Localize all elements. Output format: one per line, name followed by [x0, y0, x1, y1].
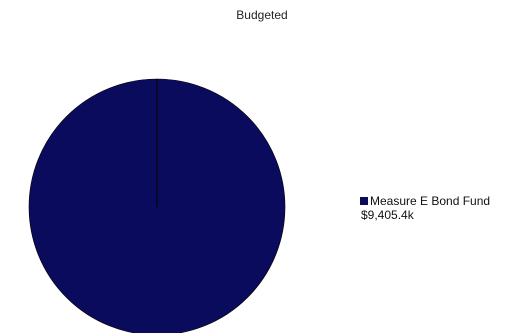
legend-label: Measure E Bond Fund [370, 194, 491, 208]
legend: Measure E Bond Fund $9,405.4k [360, 194, 490, 222]
legend-value: $9,405.4k [361, 208, 414, 222]
chart-title: Budgeted [236, 8, 288, 22]
legend-swatch [360, 197, 368, 205]
legend-entry: Measure E Bond Fund [360, 194, 490, 208]
